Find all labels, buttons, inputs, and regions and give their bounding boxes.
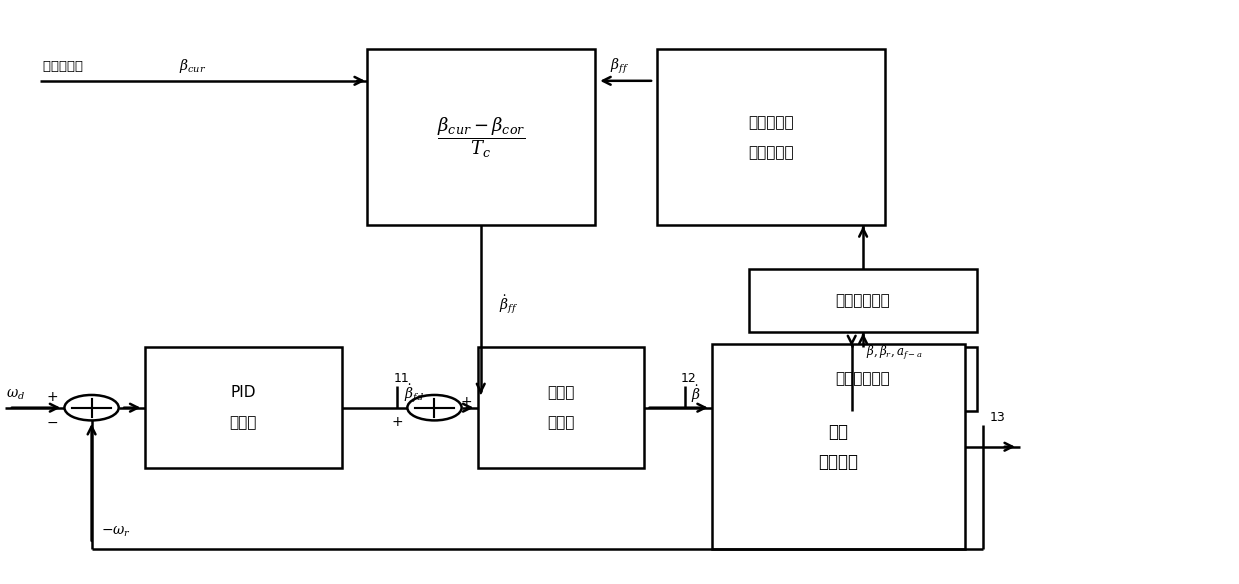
Text: 对应关系表: 对应关系表 xyxy=(748,145,793,160)
Text: $-\omega_r$: $-\omega_r$ xyxy=(102,524,131,539)
Text: $\beta_{ff}$: $\beta_{ff}$ xyxy=(610,57,629,76)
Text: 11: 11 xyxy=(393,371,409,384)
Text: 12: 12 xyxy=(680,371,696,384)
Circle shape xyxy=(64,395,119,420)
FancyBboxPatch shape xyxy=(145,347,342,468)
Text: PID: PID xyxy=(230,385,256,400)
Text: 13: 13 xyxy=(990,411,1005,423)
Text: $\omega_d$: $\omega_d$ xyxy=(6,388,26,402)
Text: +: + xyxy=(461,395,472,409)
Text: 风速估计模型: 风速估计模型 xyxy=(836,371,891,386)
Text: 风电机组: 风电机组 xyxy=(819,453,859,471)
FancyBboxPatch shape xyxy=(367,49,595,225)
Text: $\dot{\beta}_{ff}$: $\dot{\beta}_{ff}$ xyxy=(499,294,518,317)
Text: 当前浆距角: 当前浆距角 xyxy=(43,60,88,73)
Text: $\dot{\beta}$: $\dot{\beta}$ xyxy=(691,383,701,405)
FancyBboxPatch shape xyxy=(712,344,965,550)
Text: 浆距角: 浆距角 xyxy=(548,385,575,400)
Text: 变速: 变速 xyxy=(829,423,849,441)
Text: +: + xyxy=(46,390,58,404)
Text: $-$: $-$ xyxy=(46,415,58,429)
Text: $\dfrac{\beta_{cur}-\beta_{cor}}{T_c}$: $\dfrac{\beta_{cur}-\beta_{cor}}{T_c}$ xyxy=(436,115,525,159)
Text: 控制器: 控制器 xyxy=(229,415,256,430)
Text: $\beta, \beta_r, a_{f-a}$: $\beta, \beta_r, a_{f-a}$ xyxy=(866,344,923,361)
Text: $\dot{\beta}_{fd}$: $\dot{\beta}_{fd}$ xyxy=(404,382,424,405)
FancyBboxPatch shape xyxy=(657,49,885,225)
Circle shape xyxy=(408,395,462,420)
Text: 执行器: 执行器 xyxy=(548,415,575,430)
Text: $\beta_{cur}$: $\beta_{cur}$ xyxy=(180,57,207,75)
Text: +: + xyxy=(392,415,403,429)
Text: 风速预测模型: 风速预测模型 xyxy=(836,293,891,308)
FancyBboxPatch shape xyxy=(750,269,978,332)
FancyBboxPatch shape xyxy=(750,347,978,411)
FancyBboxPatch shape xyxy=(478,347,644,468)
Text: 稳态浆距角: 稳态浆距角 xyxy=(748,114,793,130)
